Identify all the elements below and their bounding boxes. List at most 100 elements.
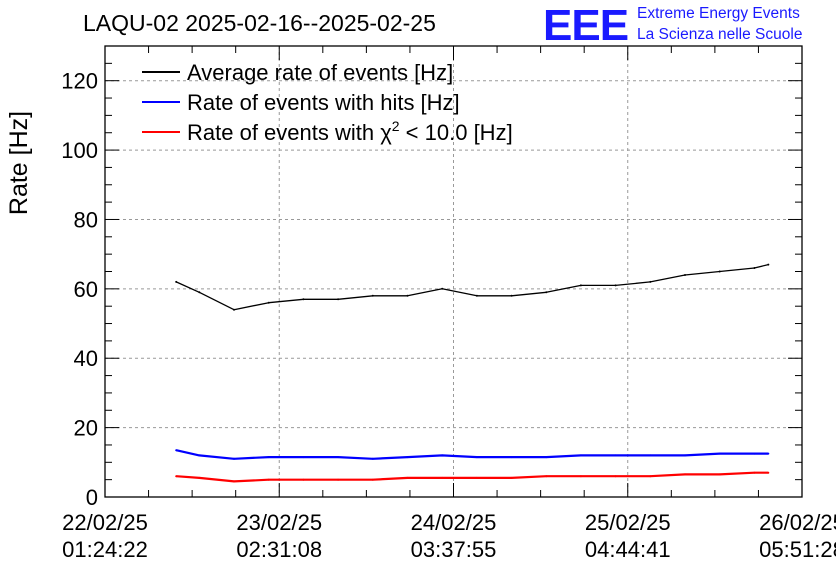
data-point bbox=[718, 473, 721, 476]
y-tick-label: 80 bbox=[74, 207, 98, 232]
legend-label: Average rate of events [Hz] bbox=[187, 60, 453, 85]
data-point bbox=[614, 454, 617, 457]
plot-frame bbox=[104, 45, 803, 498]
x-tick-date-label: 22/02/25 bbox=[62, 510, 148, 535]
data-point bbox=[475, 294, 478, 297]
data-point bbox=[510, 456, 513, 459]
x-tick-time-label: 03:37:55 bbox=[411, 537, 497, 562]
y-tick-label: 60 bbox=[74, 277, 98, 302]
data-point bbox=[441, 454, 444, 457]
data-point bbox=[579, 284, 582, 287]
data-point bbox=[406, 476, 409, 479]
data-point bbox=[684, 473, 686, 476]
data-point bbox=[233, 457, 235, 460]
data-point bbox=[302, 298, 305, 301]
data-point bbox=[718, 270, 721, 273]
data-point bbox=[267, 456, 270, 459]
x-tick-date-label: 23/02/25 bbox=[236, 510, 322, 535]
legend: Average rate of events [Hz] Rate of event… bbox=[142, 60, 513, 145]
y-tick-labels: 0 20 40 60 80 100 120 bbox=[61, 69, 98, 510]
data-point bbox=[337, 298, 340, 301]
data-point bbox=[198, 291, 201, 294]
data-point bbox=[767, 471, 770, 474]
data-point bbox=[545, 456, 548, 459]
x-tick-date-label: 25/02/25 bbox=[585, 510, 671, 535]
logo-line-2: La Scienza nelle Scuole bbox=[637, 26, 802, 43]
legend-label: Rate of events with χ2 < 10.0 [Hz] bbox=[187, 118, 513, 145]
y-tick-label: 0 bbox=[86, 485, 98, 510]
data-point bbox=[545, 475, 548, 478]
legend-label-text: Average rate of events [Hz] bbox=[187, 60, 453, 85]
data-point bbox=[175, 475, 178, 478]
data-point bbox=[718, 452, 721, 455]
data-point bbox=[441, 287, 444, 290]
data-point bbox=[406, 294, 409, 297]
data-point bbox=[267, 478, 270, 481]
data-point bbox=[579, 475, 582, 478]
data-point bbox=[753, 267, 756, 269]
x-tick-time-label: 05:51:28 bbox=[759, 537, 836, 562]
data-point bbox=[545, 291, 548, 294]
series bbox=[175, 263, 770, 483]
logo-text: EEE bbox=[543, 1, 628, 50]
legend-label-text: < 10.0 [Hz] bbox=[400, 120, 513, 145]
legend-label-text: Rate of events with hits [Hz] bbox=[187, 90, 460, 115]
data-point bbox=[649, 475, 652, 478]
y-tick-label: 120 bbox=[61, 69, 98, 94]
data-point bbox=[753, 452, 756, 455]
data-point bbox=[371, 457, 374, 460]
series-1 bbox=[175, 263, 770, 311]
data-point bbox=[614, 475, 617, 478]
logo-line-1: Extreme Energy Events bbox=[637, 5, 800, 22]
data-point bbox=[684, 454, 686, 457]
x-tick-date-label: 24/02/25 bbox=[411, 510, 497, 535]
data-point bbox=[337, 478, 340, 481]
data-point bbox=[267, 301, 270, 304]
data-point bbox=[406, 456, 409, 459]
data-point bbox=[302, 478, 305, 481]
data-point bbox=[649, 454, 652, 457]
series-line bbox=[175, 449, 769, 460]
y-tick-label: 20 bbox=[74, 416, 98, 441]
data-point bbox=[198, 476, 201, 479]
x-tick-time-label: 04:44:41 bbox=[585, 537, 671, 562]
series-line bbox=[176, 471, 769, 483]
data-point bbox=[198, 454, 201, 457]
data-point bbox=[371, 478, 374, 481]
data-point bbox=[510, 294, 513, 297]
x-tick-date-label: 26/02/25 bbox=[759, 510, 836, 535]
data-point bbox=[579, 454, 582, 457]
data-point bbox=[510, 476, 513, 479]
x-tick-time-label: 02:31:08 bbox=[236, 537, 322, 562]
data-point bbox=[767, 263, 770, 266]
series-2 bbox=[175, 449, 770, 460]
legend-label-text: Rate of events with χ bbox=[187, 120, 392, 145]
data-point bbox=[175, 449, 178, 452]
series-line bbox=[175, 263, 769, 311]
legend-label: Rate of events with hits [Hz] bbox=[187, 90, 460, 115]
x-tick-time-label: 01:24:22 bbox=[62, 537, 148, 562]
y-axis-label: Rate [Hz] bbox=[5, 111, 33, 215]
y-tick-label: 40 bbox=[74, 346, 98, 371]
data-point bbox=[614, 284, 617, 287]
data-point bbox=[475, 456, 478, 459]
series-3 bbox=[175, 471, 770, 483]
data-point bbox=[337, 456, 340, 459]
legend-label-superscript: 2 bbox=[392, 118, 400, 134]
data-point bbox=[233, 308, 235, 311]
data-point bbox=[441, 476, 444, 479]
y-tick-label: 100 bbox=[61, 138, 98, 163]
data-point bbox=[753, 471, 756, 474]
data-point bbox=[371, 294, 374, 297]
data-point bbox=[302, 456, 305, 459]
data-point bbox=[233, 480, 235, 483]
data-point bbox=[475, 476, 478, 479]
data-point bbox=[684, 274, 686, 276]
data-point bbox=[767, 452, 770, 455]
chart-title: LAQU-02 2025-02-16--2025-02-25 bbox=[83, 10, 436, 36]
grid bbox=[105, 46, 802, 497]
data-point bbox=[649, 280, 652, 283]
eee-logo: EEE Extreme Energy Events La Scienza nel… bbox=[543, 1, 802, 50]
